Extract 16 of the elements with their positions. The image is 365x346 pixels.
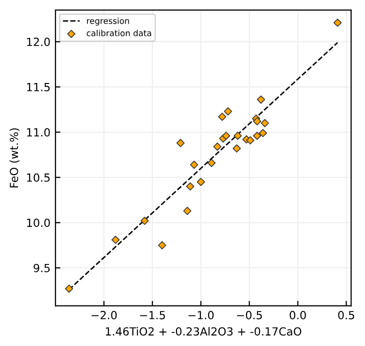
x-tick-label: 0.5 [338, 310, 354, 320]
legend-label: regression [87, 18, 130, 26]
y-tick-label: 11.5 [27, 83, 50, 92]
x-tick-label: −2.0 [92, 310, 117, 320]
y-tick-label: 11.0 [27, 128, 50, 137]
x-tick-label: −0.5 [237, 310, 262, 320]
y-tick-label: 10.5 [27, 173, 50, 182]
x-tick-label: −1.5 [140, 311, 165, 320]
x-axis-title: 1.46TiO2 + -0.23Al2O3 + -0.17CaO [106, 327, 302, 336]
legend-label: calibration data [86, 30, 152, 36]
x-tick-label: −1.0 [188, 310, 214, 320]
y-tick-label: 10.0 [27, 218, 50, 228]
y-tick-label: 12.0 [27, 38, 50, 46]
y-axis-title: FeO (wt.%) [10, 128, 20, 188]
x-tick-label: 0.0 [290, 310, 306, 320]
y-tick-label: 9.5 [34, 264, 50, 272]
